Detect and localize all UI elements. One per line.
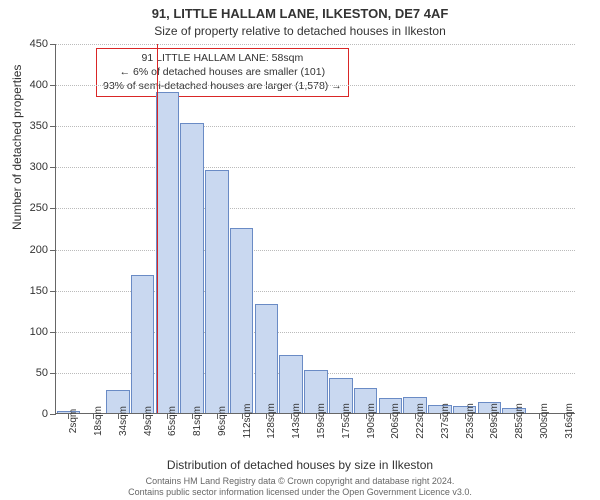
y-gridline — [56, 208, 575, 209]
histogram-bar — [131, 275, 155, 413]
x-tick-label: 96sqm — [217, 406, 228, 436]
marker-line — [157, 44, 158, 413]
histogram-bar — [205, 170, 229, 413]
y-tick-label: 0 — [42, 408, 48, 420]
x-tick-label: 112sqm — [242, 404, 253, 439]
chart-subtitle: Size of property relative to detached ho… — [0, 24, 600, 38]
y-tick-label: 300 — [30, 161, 48, 173]
x-axis-label: Distribution of detached houses by size … — [0, 458, 600, 472]
x-tick-label: 65sqm — [167, 406, 178, 436]
x-tick-label: 49sqm — [143, 406, 154, 436]
x-tick-label: 222sqm — [415, 403, 426, 439]
annotation-line: 91 LITTLE HALLAM LANE: 58sqm — [103, 51, 342, 65]
x-tick-label: 128sqm — [266, 403, 277, 439]
y-gridline — [56, 126, 575, 127]
histogram-bar — [156, 92, 180, 413]
footer-text: Contains HM Land Registry data © Crown c… — [0, 476, 600, 499]
x-tick-label: 159sqm — [316, 403, 327, 439]
x-tick-label: 175sqm — [341, 403, 352, 439]
footer-line-2: Contains public sector information licen… — [0, 487, 600, 498]
x-tick-label: 253sqm — [465, 403, 476, 439]
x-tick-label: 285sqm — [514, 403, 525, 439]
y-tick-label: 450 — [30, 38, 48, 50]
y-tick — [50, 414, 56, 415]
y-tick-label: 400 — [30, 79, 48, 91]
x-tick-label: 269sqm — [489, 403, 500, 439]
histogram-bar — [180, 123, 204, 413]
x-tick-label: 81sqm — [192, 406, 203, 436]
y-gridline — [56, 44, 575, 45]
histogram-bar — [255, 304, 279, 413]
y-gridline — [56, 85, 575, 86]
x-tick-label: 143sqm — [291, 403, 302, 439]
plot-area: 91 LITTLE HALLAM LANE: 58sqm← 6% of deta… — [55, 44, 575, 414]
annotation-box: 91 LITTLE HALLAM LANE: 58sqm← 6% of deta… — [96, 48, 349, 97]
y-tick — [50, 85, 56, 86]
x-tick-label: 2sqm — [68, 409, 79, 433]
y-tick-label: 250 — [30, 202, 48, 214]
chart-title: 91, LITTLE HALLAM LANE, ILKESTON, DE7 4A… — [0, 6, 600, 21]
y-tick-label: 100 — [30, 326, 48, 338]
y-tick — [50, 250, 56, 251]
x-tick-label: 300sqm — [539, 403, 550, 439]
chart-container: 91, LITTLE HALLAM LANE, ILKESTON, DE7 4A… — [0, 0, 600, 500]
y-tick-label: 350 — [30, 120, 48, 132]
y-tick-label: 150 — [30, 285, 48, 297]
footer-line-1: Contains HM Land Registry data © Crown c… — [0, 476, 600, 487]
histogram-bar — [230, 228, 254, 413]
annotation-line: 93% of semi-detached houses are larger (… — [103, 79, 342, 93]
y-tick — [50, 373, 56, 374]
y-tick — [50, 44, 56, 45]
x-tick-label: 34sqm — [118, 406, 129, 436]
y-axis-label: Number of detached properties — [10, 65, 24, 230]
y-tick — [50, 291, 56, 292]
x-tick-label: 237sqm — [440, 403, 451, 439]
y-gridline — [56, 167, 575, 168]
annotation-line: ← 6% of detached houses are smaller (101… — [103, 65, 342, 79]
y-tick-label: 50 — [36, 367, 48, 379]
y-tick — [50, 208, 56, 209]
x-tick-label: 190sqm — [366, 403, 377, 439]
y-tick — [50, 126, 56, 127]
y-tick — [50, 332, 56, 333]
y-gridline — [56, 250, 575, 251]
x-tick-label: 316sqm — [564, 403, 575, 439]
x-tick-label: 206sqm — [390, 403, 401, 439]
x-tick-label: 18sqm — [93, 406, 104, 436]
y-tick-label: 200 — [30, 244, 48, 256]
y-tick — [50, 167, 56, 168]
